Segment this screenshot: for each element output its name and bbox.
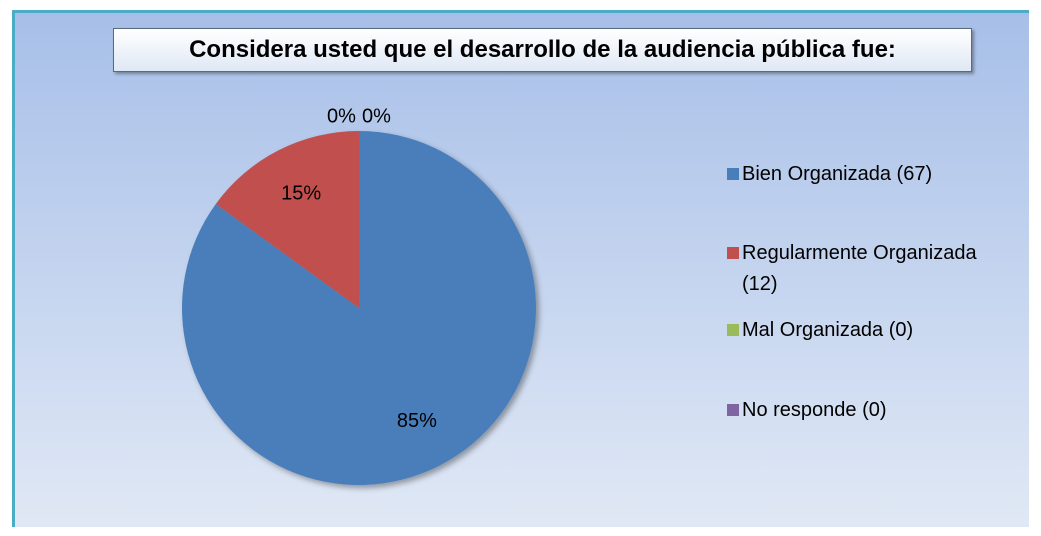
legend-label: No responde (0) [742, 399, 887, 421]
data-label: 0% [362, 105, 391, 127]
legend-entry: No responde (0) [727, 395, 1017, 426]
legend-swatch [727, 168, 739, 180]
data-label: 15% [281, 183, 321, 205]
legend-label: Mal Organizada (0) [742, 319, 914, 341]
chart-title: Considera usted que el desarrollo de la … [113, 28, 972, 72]
legend-label: Bien Organizada (67) [742, 163, 933, 185]
legend-swatch [727, 404, 739, 416]
legend-entry: Regularmente Organizada (12) [727, 238, 1017, 300]
pie-slice [215, 131, 359, 308]
legend-entry: Bien Organizada (67) [727, 159, 1017, 190]
legend-swatch [727, 247, 739, 259]
data-label: 85% [397, 410, 437, 432]
data-label: 0% [327, 105, 356, 127]
legend-swatch [727, 324, 739, 336]
legend-label: Regularmente Organizada (12) [742, 242, 977, 295]
pie [181, 131, 536, 485]
legend-entry: Mal Organizada (0) [727, 315, 1017, 346]
